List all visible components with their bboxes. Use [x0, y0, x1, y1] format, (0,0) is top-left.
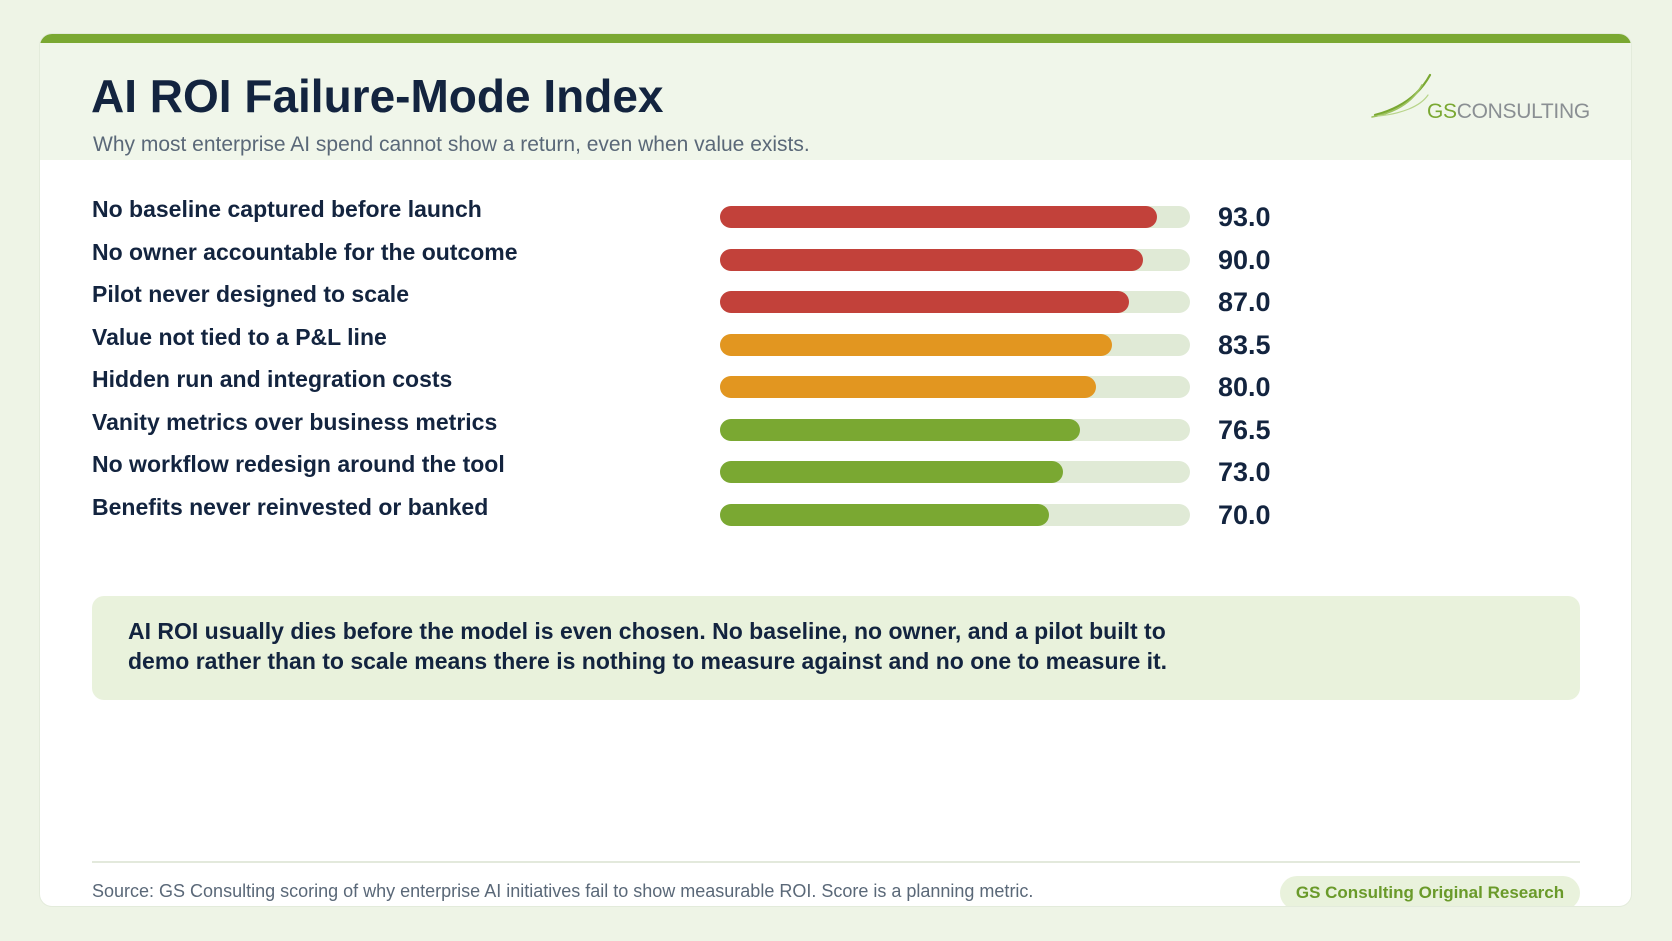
- bar: [720, 248, 1143, 271]
- header: AI ROI Failure-Mode Index Why most enter…: [40, 43, 1631, 160]
- gs-consulting-logo-icon: [1371, 73, 1432, 118]
- bar-label: No owner accountable for the outcome: [92, 238, 518, 265]
- bar-row: Benefits never reinvested or banked 70.0: [40, 494, 1631, 534]
- bar-track: [720, 291, 1190, 313]
- source-note: Source: GS Consulting scoring of why ent…: [92, 881, 1034, 901]
- bar-label: Vanity metrics over business metrics: [92, 408, 498, 435]
- logo-prefix: GS: [1427, 100, 1457, 123]
- bar-value-label: 70.0: [1218, 499, 1271, 530]
- callout-text: AI ROI usually dies before the model is …: [128, 618, 1168, 674]
- logo-wordmark: GSCONSULTING: [1427, 100, 1590, 124]
- bar-label: Hidden run and integration costs: [92, 366, 453, 392]
- bar-row: Pilot never designed to scale 87.0: [40, 281, 1631, 321]
- bar: [720, 333, 1113, 356]
- bar-value-label: 73.0: [1218, 457, 1271, 487]
- bar-track: [720, 418, 1190, 441]
- bar-label: No baseline captured before launch: [92, 196, 482, 222]
- bar-row: Value not tied to a P&L line 83.5: [40, 324, 1631, 364]
- bar-track: [720, 206, 1190, 228]
- bar-row: No workflow redesign around the tool 73.0: [40, 451, 1631, 491]
- bar-value-label: 80.0: [1218, 372, 1271, 402]
- bar-track: [720, 248, 1190, 271]
- bar: [720, 461, 1064, 483]
- research-badge: GS Consulting Original Research: [1280, 876, 1580, 906]
- callout-box: AI ROI usually dies before the model is …: [92, 596, 1580, 700]
- bar: [720, 206, 1158, 228]
- bar-row: No baseline captured before launch 93.0: [40, 196, 1631, 236]
- bar-value-label: 90.0: [1218, 244, 1271, 275]
- bar-track: [720, 376, 1190, 398]
- accent-bar: [40, 34, 1631, 43]
- bar-value-label: 87.0: [1218, 287, 1271, 317]
- page-title: AI ROI Failure-Mode Index: [91, 70, 664, 122]
- bar-track: [720, 461, 1190, 483]
- bar-value-label: 76.5: [1218, 414, 1271, 445]
- page-subtitle: Why most enterprise AI spend cannot show…: [93, 133, 810, 156]
- bar-row: Hidden run and integration costs 80.0: [40, 366, 1631, 406]
- bar-label: Pilot never designed to scale: [92, 281, 409, 307]
- bar-row: Vanity metrics over business metrics 76.5: [40, 409, 1631, 449]
- bar-label: Value not tied to a P&L line: [92, 323, 387, 350]
- logo-suffix: CONSULTING: [1456, 100, 1590, 123]
- bar: [720, 376, 1096, 398]
- bar-label: Benefits never reinvested or banked: [92, 493, 489, 520]
- report-card: AI ROI Failure-Mode Index Why most enter…: [40, 34, 1631, 906]
- bar-label: No workflow redesign around the tool: [92, 451, 505, 477]
- footer-divider: [92, 861, 1580, 863]
- bar: [720, 418, 1080, 441]
- bar: [720, 503, 1049, 526]
- bar-track: [720, 503, 1190, 526]
- bar-value-label: 93.0: [1218, 202, 1271, 232]
- bar-value-label: 83.5: [1218, 329, 1271, 360]
- bar-row: No owner accountable for the outcome 90.0: [40, 239, 1631, 279]
- bar-track: [720, 333, 1190, 356]
- bar: [720, 291, 1129, 313]
